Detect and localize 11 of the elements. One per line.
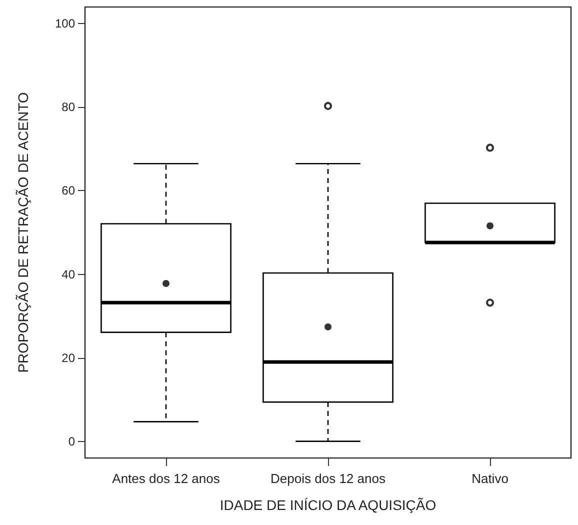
x-tick-label: Antes dos 12 anos xyxy=(112,471,220,486)
y-tick-label: 0 xyxy=(68,434,76,448)
y-tick-label: 100 xyxy=(54,16,76,31)
y-tick-label: 40 xyxy=(62,267,76,282)
y-tick-label: 20 xyxy=(62,350,76,365)
y-axis-title: PROPORÇÃO DE RETRAÇÃO DE ACENTO xyxy=(15,92,31,373)
x-axis-title: IDADE DE INÍCIO DA AQUISIÇÃO xyxy=(220,497,436,513)
x-tick-label: Depois dos 12 anos xyxy=(270,471,386,486)
x-tick-label: Nativo xyxy=(472,471,508,486)
y-tick-label: 60 xyxy=(62,184,76,198)
y-tick-label: 80 xyxy=(62,100,76,114)
